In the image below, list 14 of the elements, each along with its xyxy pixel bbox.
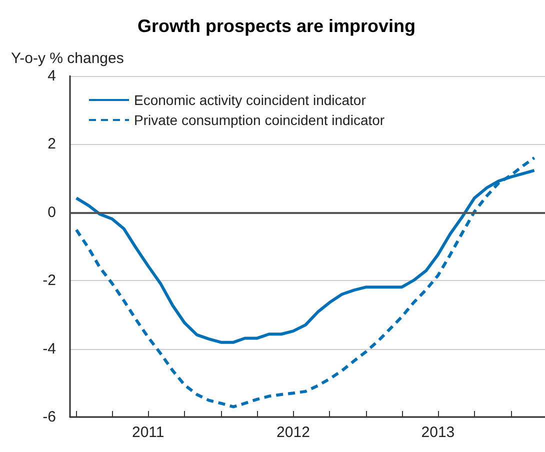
y-tick-label: 2	[48, 136, 56, 153]
y-tick-label: -2	[42, 272, 56, 290]
y-tick-label: 0	[48, 204, 56, 221]
y-tick-label: -6	[42, 408, 56, 426]
x-tick-label: 2012	[276, 424, 310, 441]
legend-label: Economic activity coincident indicator	[134, 92, 366, 108]
y-tick-label: -4	[42, 340, 56, 358]
x-tick-label: 2013	[421, 424, 455, 441]
y-tick-label: 4	[48, 68, 56, 84]
legend-label: Private consumption coincident indicator	[134, 112, 385, 128]
chart-title: Growth prospects are improving	[137, 16, 416, 36]
y-axis-title: Y-o-y % changes	[11, 50, 124, 67]
line-series	[74, 156, 536, 408]
x-tick-label: 2011	[132, 424, 164, 441]
